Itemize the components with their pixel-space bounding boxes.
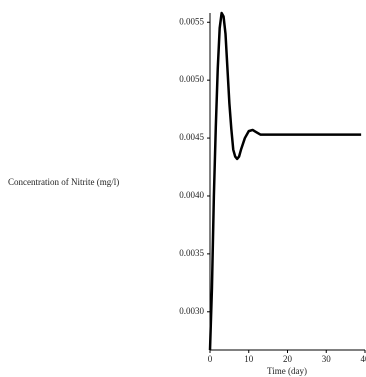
x-tick-label: 0	[208, 354, 213, 364]
y-tick-label: 0.0030	[179, 306, 204, 316]
y-axis-label: Concentration of Nitrite (mg/l)	[8, 177, 119, 187]
x-tick-label: 40	[361, 354, 366, 364]
y-tick-label: 0.0040	[179, 190, 204, 200]
y-tick-label: 0.0055	[179, 16, 204, 26]
x-tick-label: 30	[322, 354, 332, 364]
y-tick-label: 0.0050	[179, 74, 204, 84]
x-tick-label: 20	[283, 354, 293, 364]
y-tick-label: 0.0045	[179, 132, 204, 142]
x-tick-label: 10	[244, 354, 254, 364]
line	[208, 11, 362, 351]
y-tick-label: 0.0035	[179, 248, 204, 258]
x-axis-label: Time (day)	[267, 366, 307, 376]
